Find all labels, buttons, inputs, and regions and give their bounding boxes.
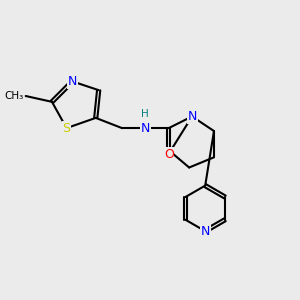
Text: N: N: [68, 75, 77, 88]
Text: CH₃: CH₃: [4, 91, 23, 101]
Text: S: S: [63, 122, 70, 135]
Text: N: N: [200, 225, 210, 238]
Text: H: H: [142, 109, 149, 119]
Text: N: N: [141, 122, 150, 135]
Text: O: O: [164, 148, 174, 161]
Text: N: N: [188, 110, 197, 123]
